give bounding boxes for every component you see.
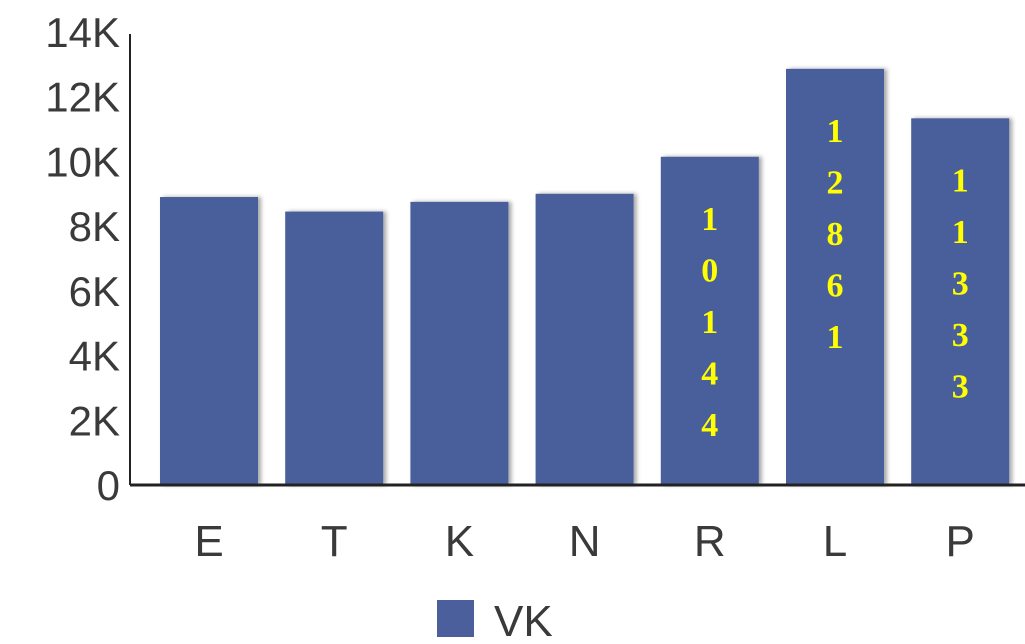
- x-tick-label: K: [445, 517, 474, 566]
- bar-p: [911, 118, 1010, 485]
- data-labels: 1 0 1 4 4 1 2 8 6 1 1 1 3 3 3: [701, 113, 968, 444]
- y-tick-label: 4K: [69, 333, 120, 380]
- x-tick-label: N: [569, 517, 601, 566]
- x-tick-label: R: [694, 517, 726, 566]
- y-tick-label: 8K: [69, 203, 120, 250]
- legend: VK: [437, 597, 553, 644]
- legend-swatch-vk: [437, 600, 474, 637]
- x-tick-label: E: [194, 517, 223, 566]
- y-tick-label: 10K: [45, 138, 120, 185]
- bars: [160, 68, 1010, 486]
- y-tick-label: 2K: [69, 397, 120, 444]
- bar-t: [285, 211, 384, 485]
- bar-l: [786, 68, 884, 485]
- y-tick-label: 6K: [69, 268, 120, 315]
- x-tick-label: T: [321, 517, 348, 566]
- legend-label-vk: VK: [494, 597, 553, 644]
- bar-k: [410, 201, 509, 485]
- y-tick-label: 12K: [45, 74, 120, 121]
- x-tick-label: P: [946, 517, 975, 566]
- y-tick-label: 14K: [45, 9, 120, 56]
- y-tick-label: 0: [97, 462, 120, 509]
- bar-r: [660, 156, 759, 485]
- bar-e: [160, 197, 258, 485]
- bar-n: [535, 193, 634, 486]
- x-tick-label: L: [823, 517, 847, 566]
- y-axis-ticks: 0 2K 4K 6K 8K 10K 12K 14K: [45, 9, 120, 509]
